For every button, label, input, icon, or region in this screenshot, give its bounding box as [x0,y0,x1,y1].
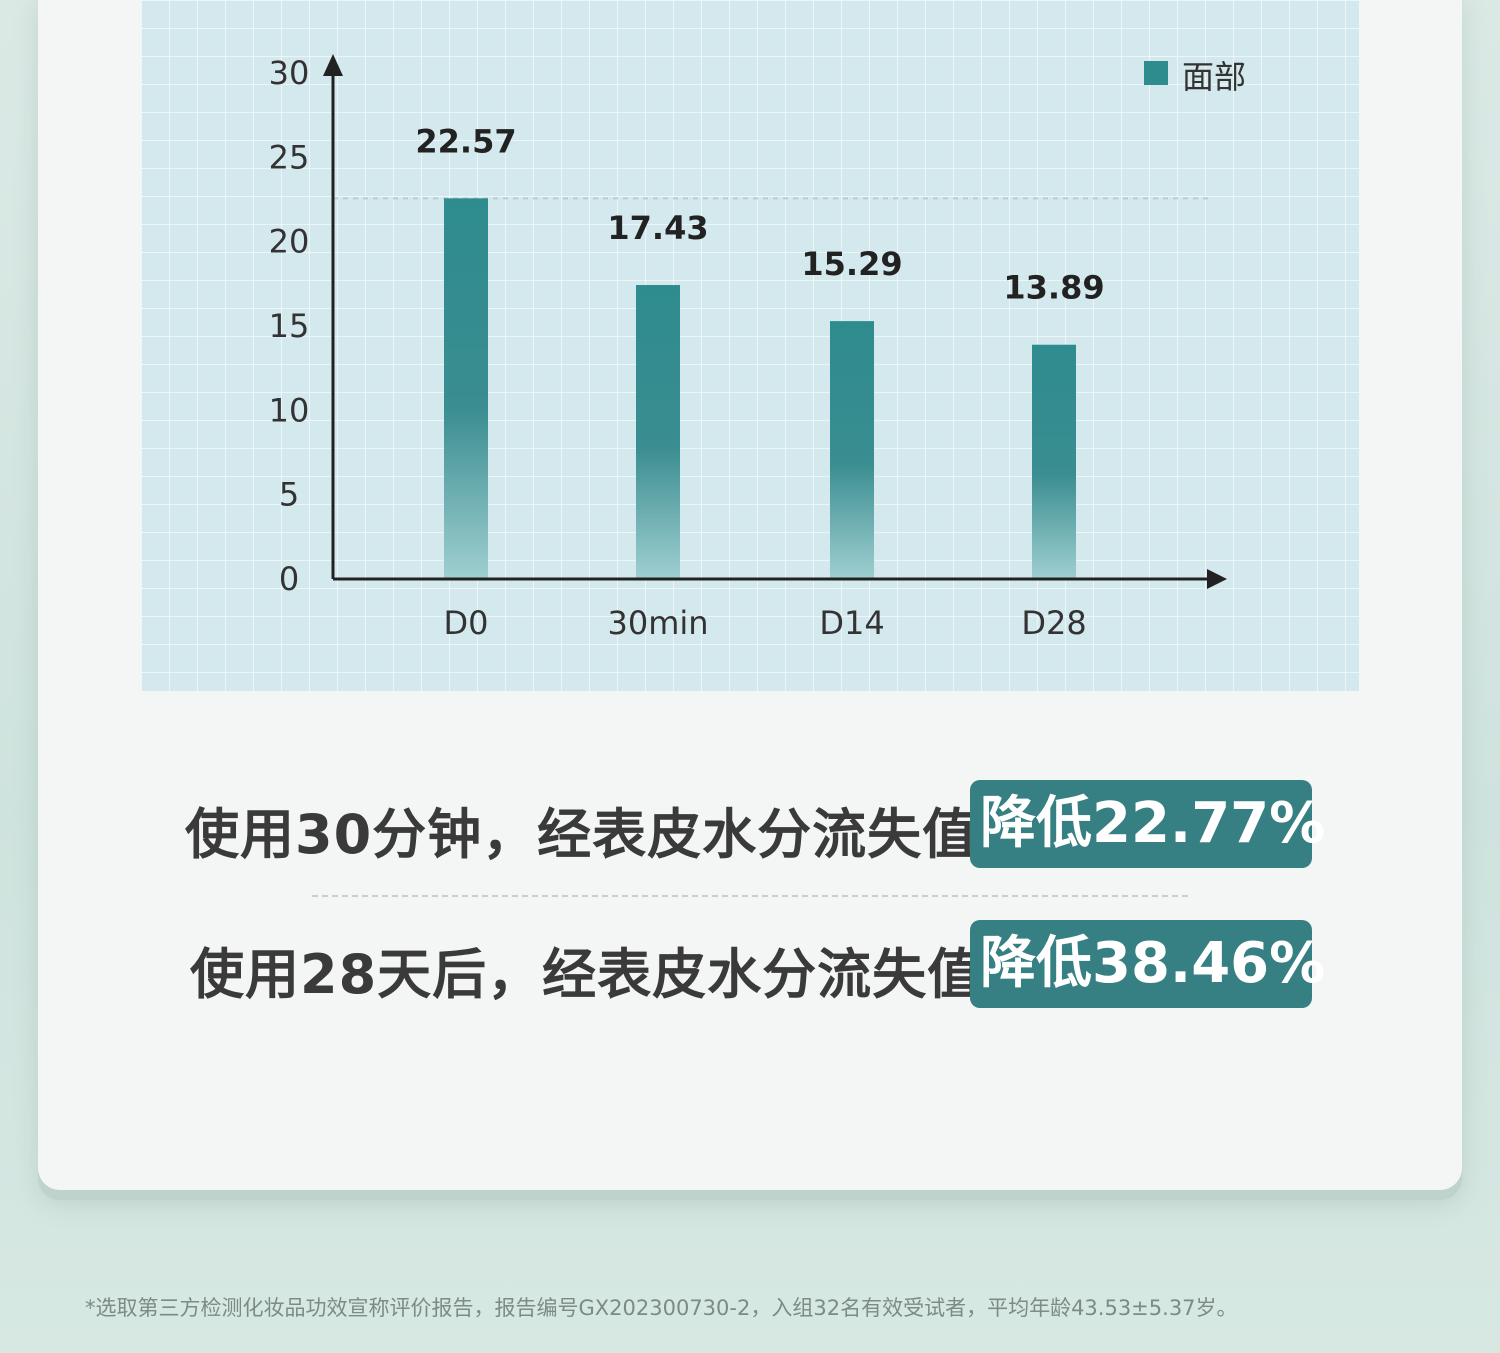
stat-badge-30min: 降低22.77% [970,780,1325,868]
x-tick-label-D0: D0 [444,604,489,642]
divider [312,895,1188,897]
footnote: *选取第三方检测化妆品功效宣称评价报告，报告编号GX202300730-2，入组… [85,1296,1238,1320]
data-label-D0: 22.57 [415,122,516,160]
bar-chart: 22.57 17.43 15.29 13.89 0 5 10 15 20 25 30 D0 30min D… [269,54,1227,642]
data-label-D28: 13.89 [1003,269,1104,307]
y-tick-label-0: 0 [279,560,299,598]
y-tick-label-30: 30 [269,54,310,92]
x-tick-label-D14: D14 [819,604,884,642]
y-axis-arrow [323,54,343,76]
legend-label: 面部 [1182,58,1247,96]
y-tick-label-5: 5 [279,476,299,514]
y-tick-label-25: 25 [269,138,310,176]
stat-line-28days: 使用28天后，经表皮水分流失值 降低38.46% [190,920,1325,1010]
bar-D14 [830,321,874,579]
stat-badge-28days: 降低38.46% [970,920,1325,1008]
x-axis-arrow [1207,569,1227,589]
y-tick-label-20: 20 [269,223,310,261]
x-tick-label-30min: 30min [607,604,708,642]
y-tick-label-10: 10 [269,391,310,429]
chart-panel [141,0,1359,691]
x-tick-label-D28: D28 [1021,604,1086,642]
stat-text-30min: 使用30分钟，经表皮水分流失值 [185,803,978,866]
stat-line-30min: 使用30分钟，经表皮水分流失值 降低22.77% [185,780,1325,870]
bar-D0 [444,198,488,579]
data-label-30min: 17.43 [607,209,708,247]
bar-D28 [1032,344,1076,579]
bar-30min [636,285,680,579]
legend-swatch [1144,61,1168,85]
data-label-D14: 15.29 [801,245,902,283]
y-tick-label-15: 15 [269,307,310,345]
stat-text-28days: 使用28天后，经表皮水分流失值 [190,943,983,1006]
